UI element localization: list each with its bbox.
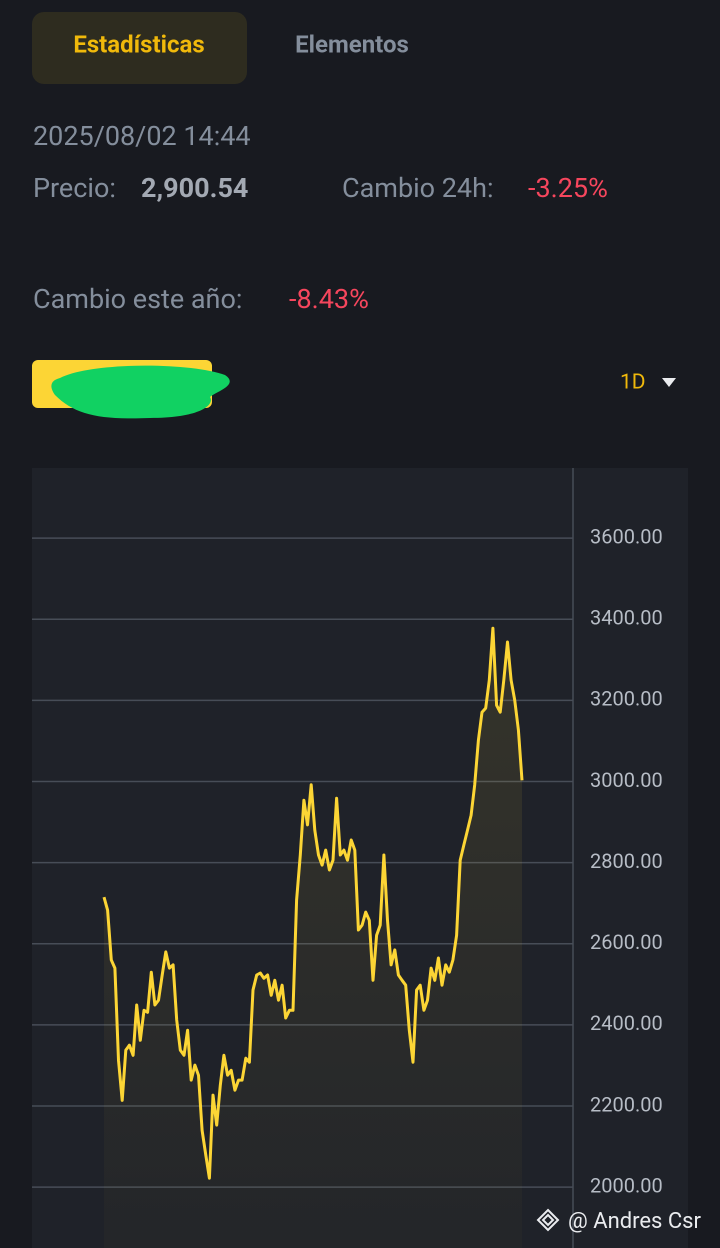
plot: 2000.00 2200.00 2400.00 2600.00 2800.00 3000.… bbox=[32, 524, 663, 1248]
tab[interactable]: Elementos bbox=[295, 30, 409, 58]
y-tick-label: 3200.00 bbox=[590, 687, 663, 711]
y-tick-label: 2600.00 bbox=[590, 930, 663, 954]
watermark-logo bbox=[536, 1208, 560, 1232]
label: Precio: bbox=[33, 172, 116, 204]
area bbox=[104, 628, 522, 1248]
value: -3.25% bbox=[528, 172, 608, 204]
value: 2,900.54 bbox=[141, 172, 248, 204]
y-tick-label: 3000.00 bbox=[590, 768, 663, 792]
y-tick-label: 3400.00 bbox=[590, 606, 663, 630]
y-tick-label: 3600.00 bbox=[590, 524, 663, 548]
watermark: @ Andres Csr bbox=[568, 1209, 702, 1234]
y-tick-label: 2200.00 bbox=[590, 1092, 663, 1116]
interval[interactable]: 1D bbox=[620, 371, 646, 395]
line bbox=[102, 626, 524, 1180]
y-tick-label: 2400.00 bbox=[590, 1011, 663, 1035]
label: Cambio este año: bbox=[33, 283, 242, 315]
dropdown-arrow[interactable] bbox=[662, 378, 676, 387]
value: -8.43% bbox=[289, 283, 369, 315]
label: Cambio 24h: bbox=[342, 172, 494, 204]
tab[interactable]: Estadísticas bbox=[73, 30, 204, 58]
timestamp: 2025/08/02 14:44 bbox=[33, 120, 251, 152]
y-tick-label: 2000.00 bbox=[590, 1173, 663, 1197]
y-tick-label: 2800.00 bbox=[590, 849, 663, 873]
redaction bbox=[51, 365, 230, 419]
active-tab-bg[interactable] bbox=[32, 12, 247, 84]
